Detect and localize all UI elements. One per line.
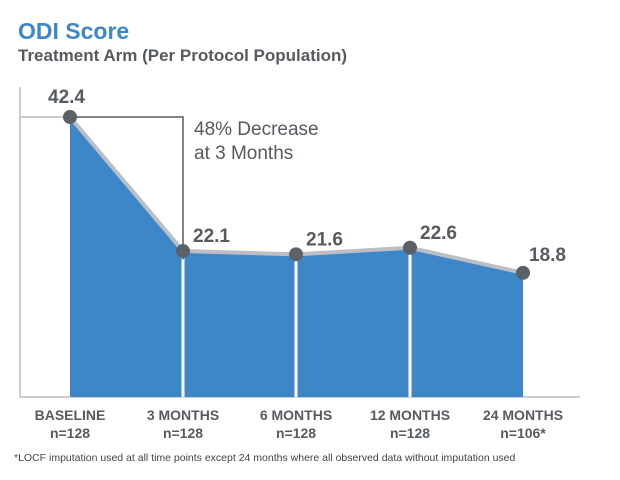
value-label: 22.1: [193, 226, 230, 247]
annotation-line-2: at 3 Months: [194, 143, 293, 164]
x-n-label: n=128: [276, 425, 316, 441]
value-label: 22.6: [420, 223, 457, 244]
data-point-3-months: [176, 244, 190, 259]
annotation-line-1: 48% Decrease: [194, 119, 319, 140]
value-label: 18.8: [529, 245, 566, 266]
value-label: 42.4: [48, 87, 85, 108]
data-point-24-months: [516, 265, 530, 280]
x-n-label: n=128: [50, 425, 90, 441]
x-tick-label: 3 MONTHS: [147, 407, 219, 423]
x-tick-label: 6 MONTHS: [260, 407, 332, 423]
chart-subtitle: Treatment Arm (Per Protocol Population): [18, 46, 348, 65]
x-tick-label: 12 MONTHS: [370, 407, 450, 423]
footnote: *LOCF imputation used at all time points…: [14, 452, 516, 464]
data-point-baseline: [63, 110, 77, 124]
decrease-arrow-line: [70, 116, 184, 253]
data-point-12-months: [403, 240, 417, 255]
x-tick-label: BASELINE: [35, 407, 106, 423]
chart-title: ODI Score: [18, 18, 130, 44]
x-tick-label: 24 MONTHS: [483, 407, 563, 423]
data-point-6-months: [289, 247, 303, 262]
x-n-label: n=106*: [500, 425, 546, 441]
x-n-label: n=128: [163, 425, 203, 441]
value-label: 21.6: [306, 229, 343, 250]
x-n-label: n=128: [390, 425, 430, 441]
